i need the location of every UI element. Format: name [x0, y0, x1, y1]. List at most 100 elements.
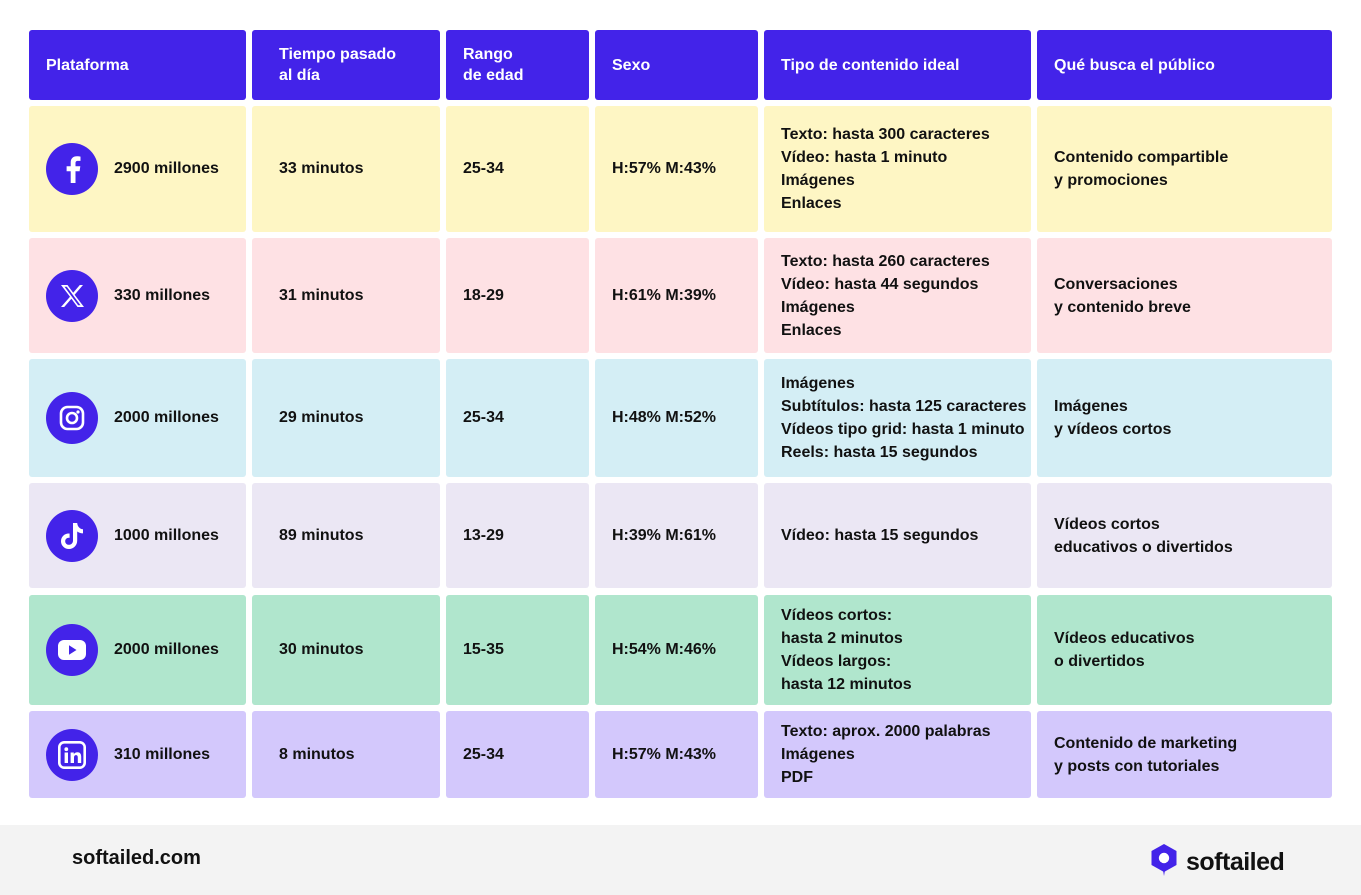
time-spent-cell: 8 minutos: [252, 711, 440, 798]
content-type-item: Imágenes: [781, 298, 855, 316]
content-type-item: Texto: hasta 300 caracteres: [781, 126, 990, 143]
content-type-item: Texto: aprox. 2000 palabras: [781, 723, 991, 740]
platform-users: 2900 millones: [114, 160, 219, 177]
content-type-cell: Texto: hasta 260 caracteres Vídeo: hasta …: [764, 238, 1031, 353]
audience-wants-value: Contenido compartible y promociones: [1054, 149, 1229, 189]
content-type-item: Vídeos largos:: [781, 653, 892, 670]
platform-users: 2000 millones: [114, 641, 219, 658]
audience-wants-value: Vídeos cortos educativos o divertidos: [1054, 515, 1233, 556]
audience-wants-cell: Vídeos educativos o divertidos: [1037, 595, 1332, 705]
time-spent-cell: 33 minutos: [252, 106, 440, 232]
platform-cell: 2000 millones: [29, 595, 246, 705]
age-range-value: 18-29: [463, 286, 504, 304]
platform-cell: 1000 millones: [29, 483, 246, 588]
content-type-cell: Texto: aprox. 2000 palabras Imágenes PDF: [764, 711, 1031, 798]
content-type-cell: Vídeos cortos: hasta 2 minutos Vídeos larg…: [764, 595, 1031, 705]
time-spent-cell: 89 minutos: [252, 483, 440, 588]
age-range-cell: 13-29: [446, 483, 589, 588]
brand-logo: softailed: [1150, 843, 1285, 882]
content-type-item: Imágenes: [781, 746, 855, 763]
gender-split-value: H:48% M:52%: [612, 409, 717, 426]
gender-split-value: H:54% M:46%: [612, 641, 717, 658]
audience-wants-cell: Contenido de marketing y posts con tutor…: [1037, 711, 1332, 798]
linkedin-icon: [46, 728, 98, 781]
content-type-item: Imágenes: [781, 172, 855, 189]
header-sex: Sexo: [595, 30, 758, 100]
content-type-list: Vídeo: hasta 15 segundos: [781, 524, 978, 547]
header-time: Tiempo pasado al día: [252, 30, 440, 100]
audience-wants-cell: Conversaciones y contenido breve: [1037, 238, 1332, 353]
time-spent-cell: 29 minutos: [252, 359, 440, 477]
content-type-item: Enlaces: [781, 321, 842, 339]
platform-users: 310 millones: [114, 745, 211, 763]
content-type-item: hasta 2 minutos: [781, 630, 903, 647]
gender-split-cell: H:48% M:52%: [595, 359, 758, 477]
gender-split-value: H:57% M:43%: [612, 745, 717, 763]
content-type-item: Vídeos cortos:: [781, 607, 893, 624]
audience-wants-cell: Vídeos cortos educativos o divertidos: [1037, 483, 1332, 588]
age-range-value: 25-34: [463, 745, 504, 763]
gender-split-cell: H:39% M:61%: [595, 483, 758, 588]
content-type-item: Imágenes: [781, 375, 855, 392]
content-type-list: Texto: hasta 260 caracteres Vídeo: hasta …: [781, 250, 990, 342]
age-range-value: 25-34: [463, 160, 504, 177]
time-spent-cell: 30 minutos: [252, 595, 440, 705]
instagram-icon: [46, 392, 98, 444]
time-spent-cell: 31 minutos: [252, 238, 440, 353]
time-spent-value: 8 minutos: [279, 745, 355, 763]
site-url[interactable]: softailed.com: [72, 847, 201, 869]
audience-wants-value: Contenido de marketing y posts con tutor…: [1054, 734, 1238, 775]
gender-split-value: H:61% M:39%: [612, 286, 717, 304]
platform-cell: 2000 millones: [29, 359, 246, 477]
age-range-cell: 18-29: [446, 238, 589, 353]
gender-split-value: H:39% M:61%: [612, 526, 717, 544]
content-type-list: Texto: hasta 300 caracteres Vídeo: hasta …: [781, 123, 990, 215]
content-type-item: Reels: hasta 15 segundos: [781, 444, 978, 461]
header-content: Tipo de contenido ideal: [764, 30, 1031, 100]
content-type-item: Vídeo: hasta 15 segundos: [781, 527, 979, 544]
content-type-item: Enlaces: [781, 195, 842, 212]
footer: softailed.com softailed: [0, 825, 1361, 895]
age-range-value: 25-34: [463, 409, 504, 426]
audience-wants-cell: Contenido compartible y promociones: [1037, 106, 1332, 232]
age-range-cell: 25-34: [446, 711, 589, 798]
time-spent-value: 31 minutos: [279, 286, 364, 304]
age-range-cell: 15-35: [446, 595, 589, 705]
platform-users: 330 millones: [114, 286, 211, 304]
header-audience: Qué busca el público: [1037, 30, 1332, 100]
header-age: Rango de edad: [446, 30, 589, 100]
audience-wants-cell: Imágenes y vídeos cortos: [1037, 359, 1332, 477]
age-range-value: 13-29: [463, 526, 504, 544]
age-range-cell: 25-34: [446, 359, 589, 477]
time-spent-value: 33 minutos: [279, 160, 364, 177]
platform-cell: 2900 millones: [29, 106, 246, 232]
tiktok-icon: [46, 509, 98, 562]
softailed-logo-icon: [1150, 843, 1178, 882]
content-type-list: Vídeos cortos: hasta 2 minutos Vídeos larg…: [781, 604, 912, 696]
content-type-item: Vídeo: hasta 1 minuto: [781, 149, 948, 166]
content-type-item: Texto: hasta 260 caracteres: [781, 252, 990, 270]
platform-cell: 330 millones: [29, 238, 246, 353]
youtube-icon: [46, 624, 98, 676]
platform-cell: 310 millones: [29, 711, 246, 798]
time-spent-value: 89 minutos: [279, 526, 364, 544]
content-type-cell: Texto: hasta 300 caracteres Vídeo: hasta …: [764, 106, 1031, 232]
content-type-item: PDF: [781, 769, 813, 786]
content-type-item: Vídeo: hasta 44 segundos: [781, 275, 979, 293]
audience-wants-value: Conversaciones y contenido breve: [1054, 275, 1191, 316]
facebook-icon: [46, 143, 98, 195]
platform-users: 1000 millones: [114, 526, 219, 544]
header-platform: Plataforma: [29, 30, 246, 100]
time-spent-value: 29 minutos: [279, 409, 364, 426]
content-type-list: Texto: aprox. 2000 palabras Imágenes PDF: [781, 720, 991, 789]
audience-wants-value: Imágenes y vídeos cortos: [1054, 398, 1172, 438]
x-icon: [46, 269, 98, 322]
platform-users: 2000 millones: [114, 409, 219, 426]
brand-name: softailed: [1186, 848, 1285, 876]
content-type-cell: Vídeo: hasta 15 segundos: [764, 483, 1031, 588]
age-range-cell: 25-34: [446, 106, 589, 232]
gender-split-cell: H:57% M:43%: [595, 711, 758, 798]
gender-split-cell: H:54% M:46%: [595, 595, 758, 705]
content-type-item: hasta 12 minutos: [781, 676, 912, 693]
content-type-list: Imágenes Subtítulos: hasta 125 caracteres…: [781, 372, 1026, 464]
